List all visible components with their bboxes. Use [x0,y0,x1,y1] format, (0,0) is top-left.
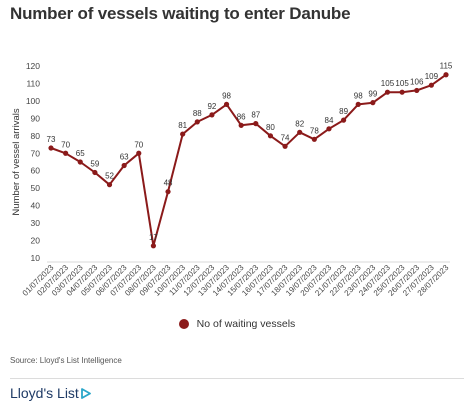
y-tick-label: 120 [26,61,40,71]
data-point [63,150,69,156]
line-chart: Number of vessel arrivals 10 20 30 40 50 60 70 8… [11,61,453,298]
data-point [370,100,376,106]
data-point [326,126,332,132]
data-point [106,182,113,188]
legend-marker [178,319,189,329]
y-tick-label: 10 [31,253,41,263]
data-point [165,189,171,195]
y-tick-label: 40 [31,201,41,211]
data-label: 70 [61,140,70,149]
data-label: 63 [120,152,129,161]
data-label: 98 [354,91,363,100]
data-point [121,162,127,169]
data-label: 86 [237,112,246,121]
data-label: 109 [425,72,439,81]
data-label: 87 [251,111,260,120]
data-label: 80 [266,123,275,132]
data-label: 84 [325,116,334,125]
chart-title: Number of vessels waiting to enter Danub… [10,4,351,23]
y-tick-label: 30 [31,218,41,228]
data-label: 99 [368,90,377,99]
y-tick-label: 90 [31,113,41,123]
legend-label: No of waiting vessels [196,318,296,330]
data-point [340,117,347,123]
data-label: 92 [207,102,216,111]
data-point [253,121,259,127]
data-point [180,131,186,137]
data-point [136,150,142,156]
data-point [77,159,83,165]
data-label: 48 [164,179,173,188]
data-point [443,72,449,78]
data-label: 115 [440,62,453,71]
y-tick-label: 50 [31,183,41,193]
data-label: 105 [381,79,395,88]
brand-name: Lloyd's List [10,385,79,401]
data-point [238,122,244,128]
data-label: 17 [149,233,158,242]
data-label: 65 [76,149,85,158]
data-point [414,87,420,94]
data-point [150,243,157,249]
source-note: Source: Lloyd's List Intelligence [10,356,122,365]
data-label: 52 [105,172,114,181]
y-tick-label: 80 [31,131,41,141]
data-label: 78 [310,126,319,135]
data-point [399,89,405,95]
data-point [194,119,200,125]
y-tick-label: 100 [26,96,40,106]
data-label: 106 [410,77,424,86]
data-point [311,136,317,142]
y-tick-label: 70 [31,148,41,158]
data-label: 98 [222,91,231,100]
data-label: 105 [395,79,409,88]
data-point [384,89,391,95]
data-point [428,82,434,88]
y-tick-label: 20 [31,236,41,246]
data-point [223,101,230,107]
footer-divider [10,378,464,379]
y-tick-label: 60 [31,166,41,176]
series-line [50,73,447,247]
y-tick-label: 110 [26,78,40,88]
data-point [92,169,98,176]
data-label: 89 [339,107,348,116]
data-point [48,145,54,151]
data-label: 88 [193,109,202,118]
data-label: 81 [178,121,187,130]
data-label: 59 [90,159,99,168]
data-point [355,101,361,107]
y-axis-title: Number of vessel arrivals [11,108,22,215]
data-point [267,133,274,139]
data-point [209,112,215,118]
data-label: 82 [295,119,304,128]
data-label: 73 [47,135,56,144]
data-point [282,143,288,149]
legend: No of waiting vessels [0,318,474,330]
brand-logo: Lloyd's List [10,385,91,401]
data-label: 74 [281,133,290,142]
data-point [297,129,303,135]
play-triangle-icon [80,387,91,399]
data-label: 70 [134,140,143,149]
